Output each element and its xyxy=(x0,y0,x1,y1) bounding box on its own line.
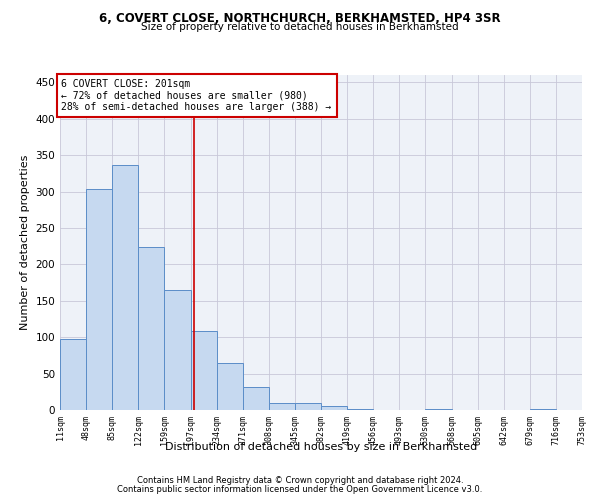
Y-axis label: Number of detached properties: Number of detached properties xyxy=(20,155,30,330)
Bar xyxy=(243,386,269,410)
Text: Contains public sector information licensed under the Open Government Licence v3: Contains public sector information licen… xyxy=(118,485,482,494)
Bar xyxy=(191,332,217,410)
Text: Contains HM Land Registry data © Crown copyright and database right 2024.: Contains HM Land Registry data © Crown c… xyxy=(137,476,463,485)
Text: Distribution of detached houses by size in Berkhamsted: Distribution of detached houses by size … xyxy=(165,442,477,452)
Bar xyxy=(217,362,243,410)
Bar xyxy=(112,164,138,410)
Text: 6 COVERT CLOSE: 201sqm
← 72% of detached houses are smaller (980)
28% of semi-de: 6 COVERT CLOSE: 201sqm ← 72% of detached… xyxy=(61,78,332,112)
Bar xyxy=(321,406,347,410)
Bar xyxy=(164,290,191,410)
Bar xyxy=(295,402,321,410)
Bar xyxy=(138,247,164,410)
Text: Size of property relative to detached houses in Berkhamsted: Size of property relative to detached ho… xyxy=(141,22,459,32)
Text: 6, COVERT CLOSE, NORTHCHURCH, BERKHAMSTED, HP4 3SR: 6, COVERT CLOSE, NORTHCHURCH, BERKHAMSTE… xyxy=(99,12,501,26)
Bar xyxy=(86,190,112,410)
Bar xyxy=(60,340,86,410)
Bar xyxy=(269,402,295,410)
